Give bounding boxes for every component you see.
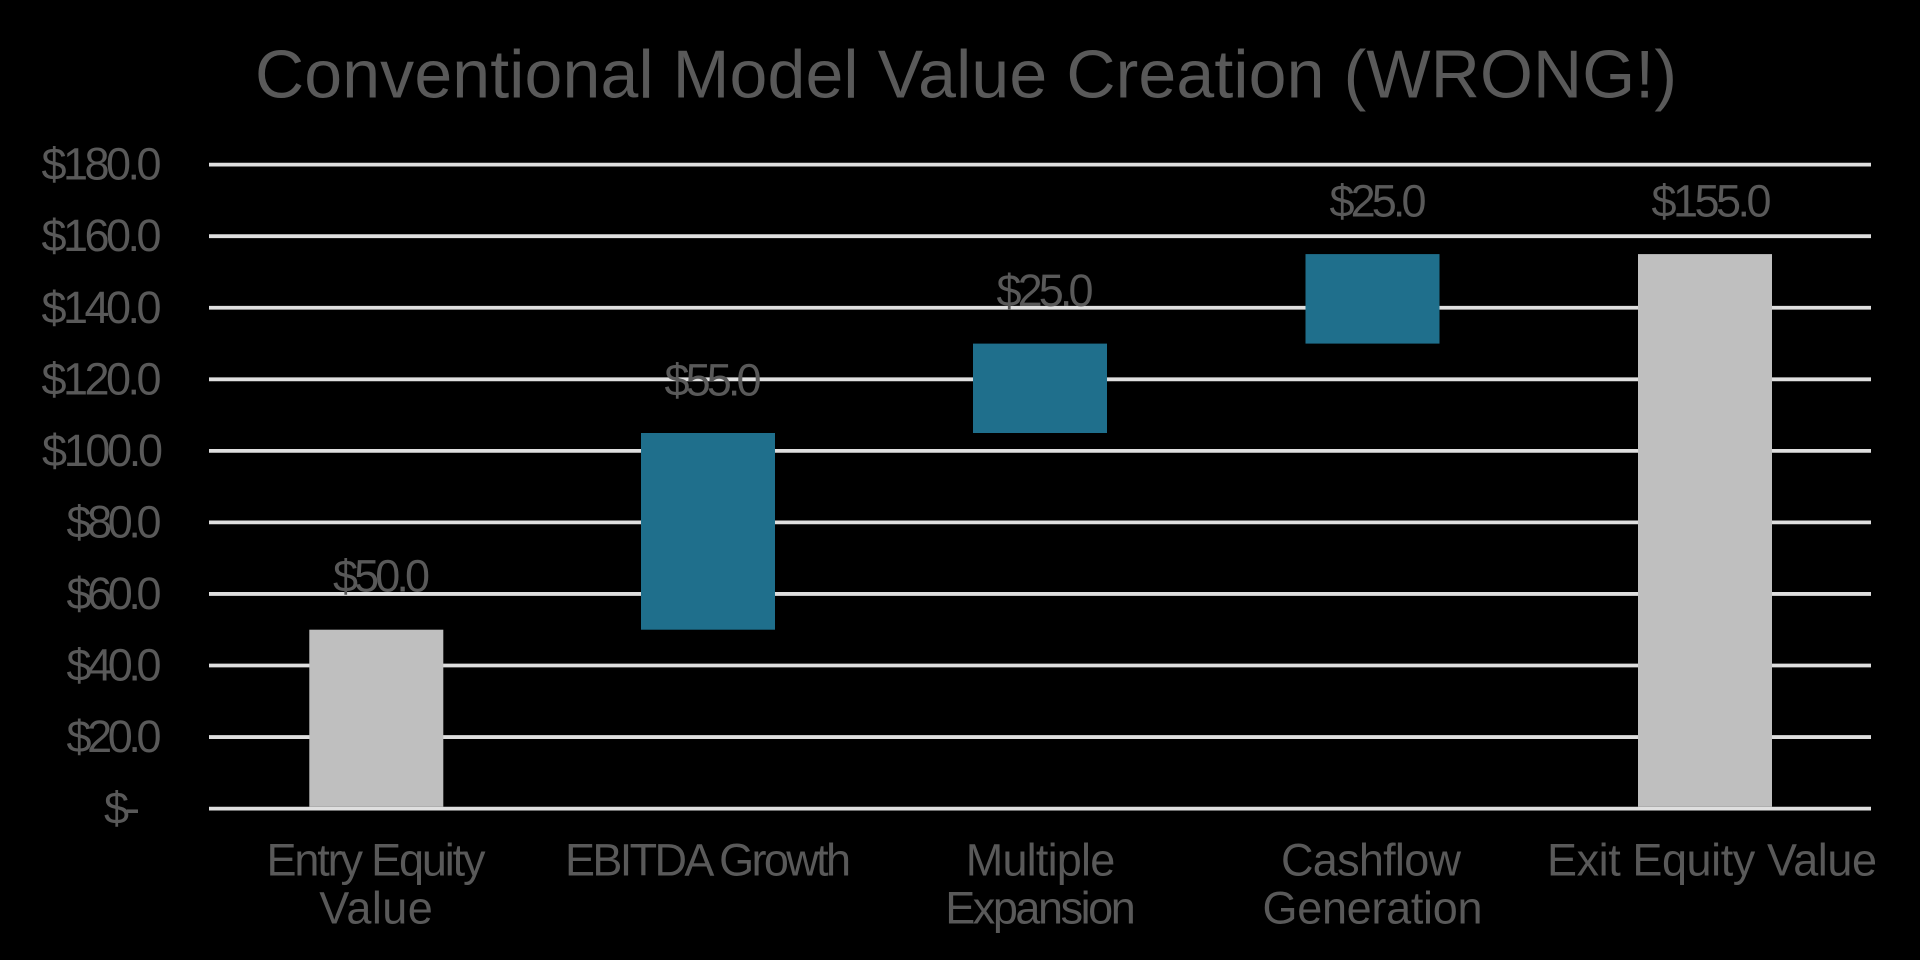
svg-text:$-: $-: [104, 783, 140, 834]
svg-text:$120.0: $120.0: [42, 353, 162, 404]
svg-text:$140.0: $140.0: [42, 282, 162, 333]
svg-text:$20.0: $20.0: [67, 711, 162, 762]
svg-text:$25.0: $25.0: [997, 265, 1094, 316]
svg-text:$55.0: $55.0: [665, 354, 762, 405]
svg-text:$25.0: $25.0: [1330, 175, 1427, 226]
svg-text:Expansion: Expansion: [945, 883, 1136, 934]
svg-text:$40.0: $40.0: [67, 640, 162, 691]
svg-text:EBITDA Growth: EBITDA Growth: [565, 835, 851, 886]
svg-text:Value: Value: [319, 883, 433, 934]
svg-text:Cashflow: Cashflow: [1281, 835, 1462, 886]
svg-text:Multiple: Multiple: [966, 835, 1116, 886]
svg-text:Conventional Model Value Creat: Conventional Model Value Creation (WRONG…: [255, 37, 1677, 113]
svg-text:Generation: Generation: [1263, 883, 1483, 934]
svg-text:$180.0: $180.0: [42, 139, 162, 190]
svg-text:Entry Equity: Entry Equity: [267, 835, 487, 886]
svg-text:$80.0: $80.0: [67, 496, 162, 547]
svg-text:$160.0: $160.0: [42, 210, 162, 261]
svg-text:Exit Equity Value: Exit Equity Value: [1547, 835, 1877, 886]
svg-text:$60.0: $60.0: [67, 568, 162, 619]
svg-text:$50.0: $50.0: [333, 551, 430, 602]
svg-text:$100.0: $100.0: [42, 425, 163, 476]
svg-text:$155.0: $155.0: [1652, 175, 1772, 226]
